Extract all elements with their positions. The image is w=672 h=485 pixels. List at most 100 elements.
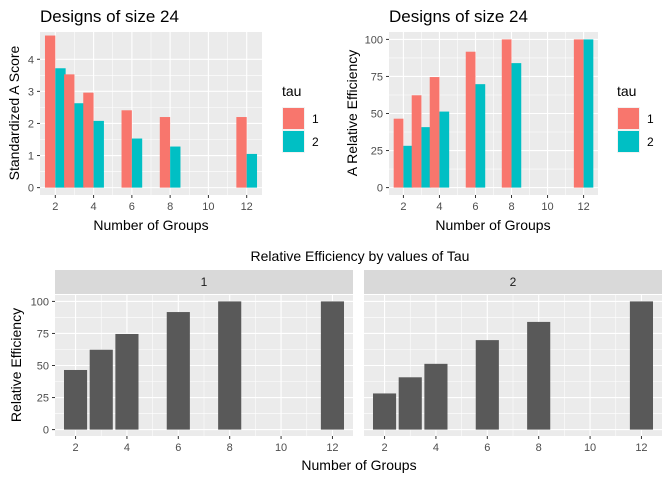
chart-a-y-tick-label: 3 xyxy=(28,86,34,98)
chart-c-facet2-bar-x3 xyxy=(398,377,422,430)
chart-a-bar-tau2-x12 xyxy=(246,153,258,188)
chart-c-strip-1 xyxy=(55,270,353,294)
chart-c-title: Relative Efficiency by values of Tau xyxy=(251,248,470,264)
chart-a-bar-tau1-x6 xyxy=(121,110,132,188)
chart-b-bar-tau1-x3 xyxy=(411,95,422,188)
chart-c-facet2-x-tick-label: 4 xyxy=(433,442,439,454)
chart-a-x-tick-label: 12 xyxy=(241,201,253,213)
chart-a-legend-label-1: 1 xyxy=(312,112,319,126)
chart-b: 2 4 6 8 10 12 0 25 50 75 100 Designs of size 24 Numb… xyxy=(344,7,654,233)
chart-c-facet2-x-tick-label: 12 xyxy=(635,442,647,454)
chart-c-facet1-x-tick-label: 6 xyxy=(175,442,181,454)
chart-b-y-tick-label: 75 xyxy=(371,71,383,83)
chart-c-facet1-x-tick-label: 12 xyxy=(326,442,338,454)
chart-a-bar-tau2-x6 xyxy=(131,138,143,188)
chart-c-facet2-bar-x2 xyxy=(372,393,397,430)
chart-c-facet1-x-tick-label: 10 xyxy=(275,442,287,454)
chart-a-y-tick-label: 1 xyxy=(28,151,34,163)
chart-b-legend-title: tau xyxy=(617,83,636,99)
chart-b-x-axis-title: Number of Groups xyxy=(435,217,550,233)
chart-a-x-tick-label: 8 xyxy=(167,201,173,213)
chart-b-x-tick-label: 10 xyxy=(541,201,553,213)
chart-c-facet1-y-tick-label: 50 xyxy=(37,361,49,373)
chart-c-facet1-bar-x8 xyxy=(218,301,242,430)
chart-c-facet1-x-tick-label: 4 xyxy=(124,442,130,454)
chart-b-legend-swatch-1 xyxy=(618,108,639,129)
chart-b-bar-tau1-x12 xyxy=(573,39,584,188)
chart-b-legend-label-2: 2 xyxy=(647,135,654,149)
chart-c-facet1-x-tick-label: 8 xyxy=(227,442,233,454)
chart-c-facet1-bar-x4 xyxy=(115,333,139,430)
chart-a-bar-tau2-x3 xyxy=(74,103,85,188)
chart-a-bar-tau1-x12 xyxy=(236,117,247,188)
chart-c-facet2-bar-x4 xyxy=(424,363,448,430)
chart-c-facet1-bar-x3 xyxy=(89,349,113,430)
chart-b-title: Designs of size 24 xyxy=(389,7,528,26)
chart-c-facet1-bar-x2 xyxy=(63,369,88,430)
chart-c-facet2-x-tick-label: 6 xyxy=(484,442,490,454)
chart-c-strip-label-2: 2 xyxy=(510,275,517,289)
chart-a-x-axis-title: Number of Groups xyxy=(93,217,208,233)
chart-b-legend-label-1: 1 xyxy=(647,112,654,126)
chart-b-x-tick-label: 12 xyxy=(577,201,589,213)
chart-c-strip-2 xyxy=(364,270,662,294)
chart-a-legend-title: tau xyxy=(282,83,301,99)
chart-b-legend-swatch-2 xyxy=(618,131,639,152)
chart-c-facet2-x-tick-label: 10 xyxy=(584,442,596,454)
chart-b-y-tick-label: 25 xyxy=(371,146,383,158)
chart-b-bar-tau1-x6 xyxy=(465,51,476,188)
chart-c-facet1-y-tick-label: 25 xyxy=(37,393,49,405)
chart-a-legend-swatch-1 xyxy=(283,108,304,129)
chart-b-x-tick-label: 4 xyxy=(436,201,442,213)
chart-c-facet1-bar-x12 xyxy=(320,301,345,430)
chart-a-bar-tau2-x4 xyxy=(93,120,104,188)
chart-c-facet2-x-tick-label: 2 xyxy=(381,442,387,454)
chart-c-facet2-bar-x12 xyxy=(629,301,654,430)
chart-c-y-axis-title: Relative Efficiency xyxy=(8,308,24,422)
chart-a-y-axis-title: Standardized A Score xyxy=(6,45,22,180)
chart-b-x-tick-label: 8 xyxy=(508,201,514,213)
chart-a-x-tick-label: 2 xyxy=(52,201,58,213)
chart-c-facet1-bar-x6 xyxy=(166,312,190,430)
chart-a-bar-tau2-x8 xyxy=(170,146,181,188)
chart-c-strip-label-1: 1 xyxy=(201,275,208,289)
chart-b-bar-tau2-x12 xyxy=(583,39,594,188)
chart-b-bar-tau1-x8 xyxy=(501,39,512,188)
chart-b-bar-tau2-x6 xyxy=(475,84,486,188)
chart-a-y-tick-label: 4 xyxy=(28,54,34,66)
chart-c-facet1-y-tick-label: 75 xyxy=(37,328,49,340)
chart-b-x-tick-label: 6 xyxy=(472,201,478,213)
chart-c-x-axis-title: Number of Groups xyxy=(301,457,416,473)
chart-a-bar-tau1-x3 xyxy=(64,74,75,188)
chart-a-legend-swatch-2 xyxy=(283,131,304,152)
chart-c-facet2-x-tick-label: 8 xyxy=(536,442,542,454)
chart-a-bar-tau1-x2 xyxy=(44,35,56,188)
chart-b-bar-tau2-x3 xyxy=(421,127,432,188)
chart-c-facet2-bar-x8 xyxy=(527,321,551,430)
chart-b-bar-tau1-x4 xyxy=(429,77,440,188)
chart-a-x-tick-label: 10 xyxy=(202,201,214,213)
chart-b-y-tick-label: 100 xyxy=(365,34,383,46)
chart-a-bar-tau1-x8 xyxy=(159,117,171,188)
chart-b-y-tick-label: 0 xyxy=(377,183,383,195)
chart-a-x-tick-label: 4 xyxy=(91,201,97,213)
chart-c-facet1-y-tick-label: 0 xyxy=(43,425,49,437)
chart-b-bar-tau2-x4 xyxy=(439,111,450,188)
chart-a-title: Designs of size 24 xyxy=(40,7,179,26)
chart-a-legend-label-2: 2 xyxy=(312,135,319,149)
chart-b-bar-tau2-x2 xyxy=(403,145,414,188)
chart-b-y-tick-label: 50 xyxy=(371,109,383,121)
chart-a-y-tick-label: 0 xyxy=(28,183,34,195)
chart-b-bar-tau1-x2 xyxy=(393,118,404,188)
chart-c-facet2-bar-x6 xyxy=(475,340,499,430)
chart-a-x-tick-label: 6 xyxy=(129,201,135,213)
chart-a-bar-tau2-x2 xyxy=(55,68,66,188)
chart-a-y-tick-label: 2 xyxy=(28,118,34,130)
chart-b-y-axis-title: A Relative Efficiency xyxy=(344,50,360,177)
chart-b-bar-tau2-x8 xyxy=(511,63,522,188)
chart-c-facet1-x-tick-label: 2 xyxy=(72,442,78,454)
chart-a-bar-tau1-x4 xyxy=(83,92,94,188)
